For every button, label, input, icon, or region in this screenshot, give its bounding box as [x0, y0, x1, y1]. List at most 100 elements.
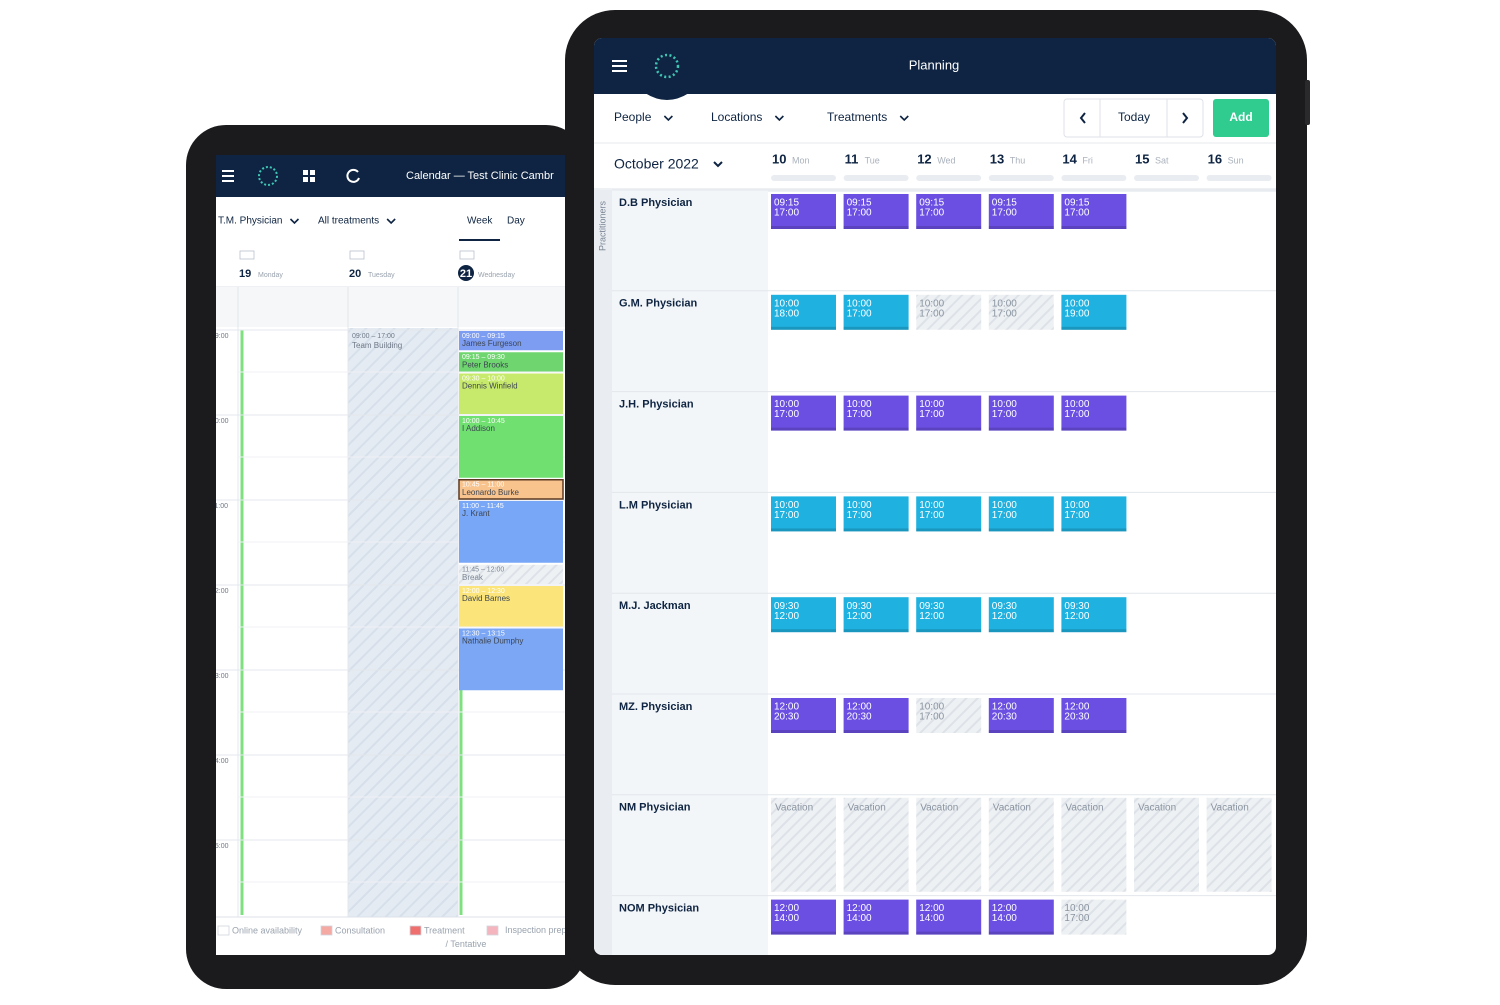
add-button-bg[interactable] [1213, 99, 1269, 137]
appointment[interactable] [459, 501, 563, 563]
front-title: Planning [909, 57, 960, 72]
appointment[interactable] [458, 479, 564, 500]
shift[interactable] [843, 496, 909, 532]
shift[interactable] [988, 496, 1054, 532]
front-filter[interactable]: Locations [711, 110, 762, 124]
chevron[interactable] [899, 115, 909, 122]
shift[interactable] [916, 294, 982, 330]
shift[interactable] [1061, 899, 1127, 935]
shift[interactable] [988, 294, 1054, 330]
back-filter[interactable]: T.M. Physician [218, 216, 282, 227]
vacation-label: Vacation [775, 802, 813, 813]
back-menu-icon [222, 170, 234, 182]
month-label[interactable]: October 2022 [614, 156, 699, 172]
back-header [216, 155, 565, 197]
today-button[interactable]: Today [1118, 110, 1150, 124]
name-column [612, 190, 768, 955]
shift-end: 17:00 [919, 712, 944, 723]
shift-shadow [1061, 629, 1127, 633]
month-chevron[interactable] [713, 161, 723, 168]
appointment[interactable] [459, 416, 563, 478]
shift[interactable] [771, 597, 836, 633]
appointment[interactable] [459, 586, 563, 627]
shift[interactable] [988, 597, 1054, 633]
shift[interactable] [843, 899, 909, 935]
day-name: Sun [1228, 155, 1244, 165]
shift[interactable] [771, 899, 836, 935]
shift[interactable] [988, 899, 1054, 935]
shift-shadow [843, 629, 909, 633]
shift[interactable] [916, 698, 982, 733]
shift[interactable] [988, 395, 1054, 431]
shift[interactable] [843, 395, 909, 431]
front-menu-icon[interactable] [612, 60, 627, 72]
day-bar [1134, 175, 1199, 181]
legend-label: Online availability [232, 925, 303, 935]
shift[interactable] [916, 496, 982, 532]
shift[interactable] [771, 698, 836, 733]
shift[interactable] [771, 294, 836, 330]
shift[interactable] [916, 395, 982, 431]
next-button[interactable] [1182, 112, 1189, 124]
appointment[interactable] [459, 352, 563, 372]
shift[interactable] [843, 597, 909, 633]
back-logo [258, 166, 278, 186]
back-refresh-icon[interactable] [346, 168, 360, 183]
shift[interactable] [843, 698, 909, 733]
back-tab[interactable]: Week [467, 216, 493, 227]
shift-start: 09:15 [992, 198, 1017, 209]
shift-end: 14:00 [847, 913, 872, 924]
shift-start: 12:00 [992, 702, 1017, 713]
shift[interactable] [771, 194, 836, 229]
shift[interactable] [916, 194, 982, 229]
vacation-cell [988, 797, 1054, 892]
shift-end: 17:00 [847, 308, 872, 319]
shift[interactable] [771, 395, 836, 431]
appointment[interactable] [459, 628, 563, 691]
shift[interactable] [1061, 395, 1127, 431]
appointment[interactable] [459, 331, 563, 351]
day-name: Thu [1010, 155, 1026, 165]
chevron[interactable] [663, 115, 673, 122]
shift[interactable] [843, 194, 909, 229]
legend-label: Treatment [424, 925, 465, 935]
shift[interactable] [1061, 194, 1127, 229]
shift[interactable] [771, 496, 836, 532]
appointment-name: Peter Brooks [462, 360, 508, 369]
chevron[interactable] [774, 115, 784, 122]
add-button[interactable]: Add [1229, 110, 1252, 124]
shift[interactable] [1061, 496, 1127, 532]
shift[interactable] [916, 597, 982, 633]
shift-end: 14:00 [774, 913, 799, 924]
shift-end: 12:00 [1064, 611, 1089, 622]
shift[interactable] [916, 899, 982, 935]
vacation-cell [771, 797, 836, 892]
shift-start: 10:00 [1064, 903, 1089, 914]
shift[interactable] [1061, 294, 1127, 330]
practitioner-name: M.J. Jackman [619, 600, 691, 612]
appointment[interactable] [459, 373, 563, 415]
shift-shadow [1061, 528, 1127, 532]
chevron[interactable] [289, 218, 300, 225]
appointment-time: 11:45 – 12:00 [462, 567, 504, 574]
prev-button[interactable] [1079, 112, 1086, 124]
day-number: 19 [239, 268, 251, 280]
front-filter[interactable]: Treatments [827, 110, 887, 124]
shift[interactable] [1061, 597, 1127, 633]
shift-end: 17:00 [1064, 913, 1089, 924]
back-filter[interactable]: All treatments [318, 216, 379, 227]
shift[interactable] [843, 294, 909, 330]
day-number: 16 [1208, 151, 1222, 166]
shift[interactable] [1061, 698, 1127, 733]
chevron[interactable] [386, 218, 396, 225]
shift-end: 20:30 [992, 712, 1017, 723]
day-bar [771, 175, 836, 181]
back-tab[interactable]: Day [507, 216, 525, 227]
shift[interactable] [988, 698, 1054, 733]
shift-start: 10:00 [1064, 399, 1089, 410]
front-filter[interactable]: People [614, 110, 652, 124]
shift-shadow [1061, 326, 1127, 330]
appointment[interactable] [459, 564, 563, 584]
shift[interactable] [988, 194, 1054, 229]
